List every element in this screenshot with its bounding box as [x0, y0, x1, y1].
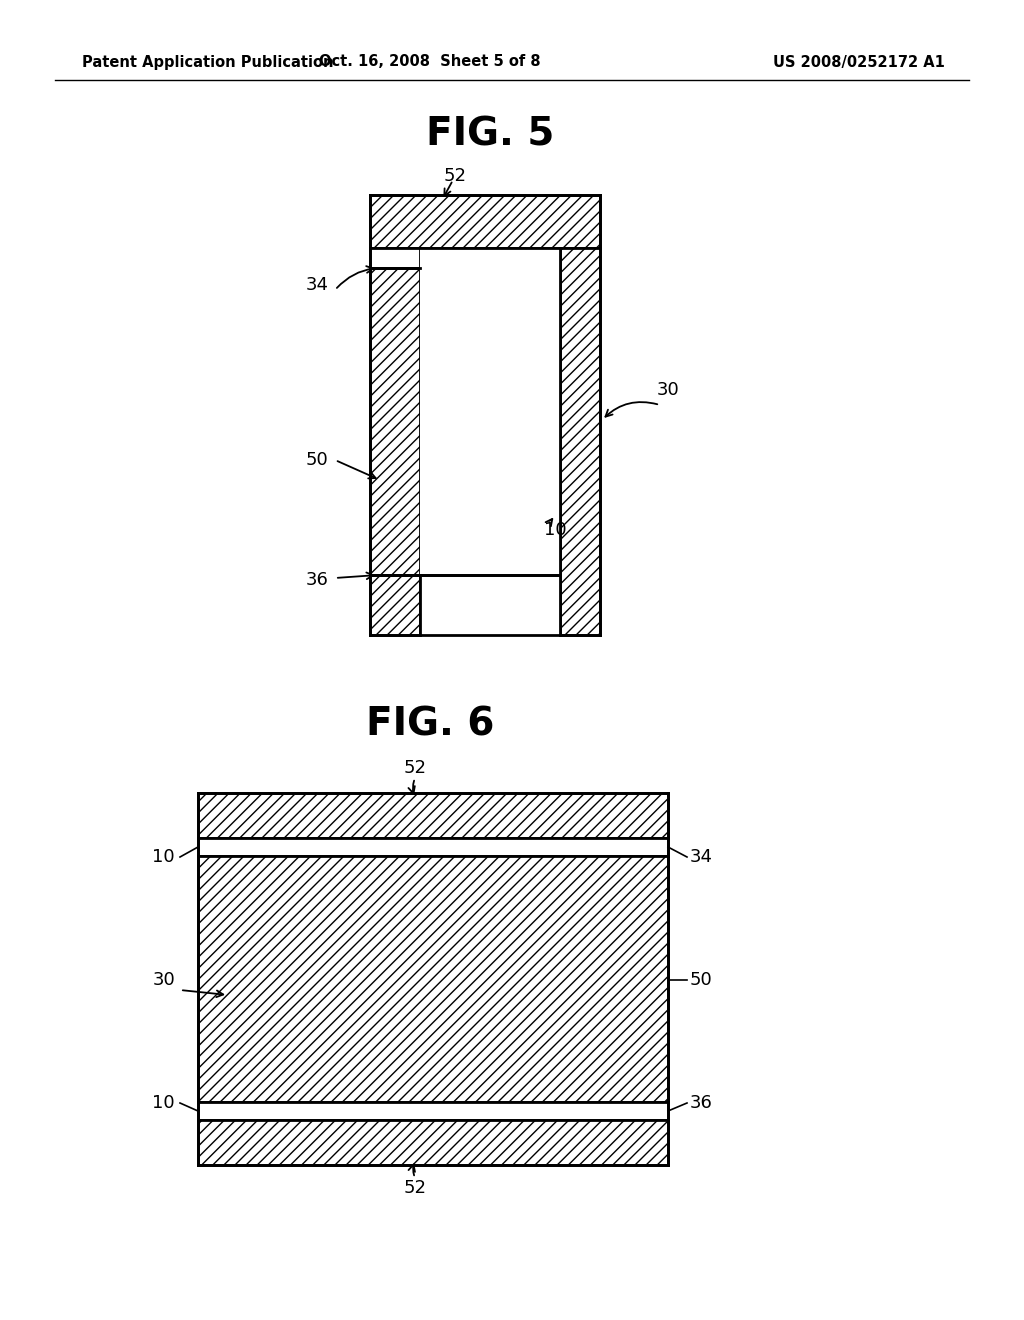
Text: 52: 52 [403, 759, 427, 777]
Polygon shape [198, 1102, 668, 1119]
Text: Patent Application Publication: Patent Application Publication [82, 54, 334, 70]
Polygon shape [420, 576, 560, 635]
Text: FIG. 5: FIG. 5 [426, 116, 554, 154]
Text: 10: 10 [153, 847, 175, 866]
Polygon shape [370, 576, 420, 635]
Polygon shape [370, 248, 420, 268]
Text: 34: 34 [690, 847, 713, 866]
Polygon shape [198, 855, 668, 1102]
Text: 36: 36 [690, 1094, 713, 1111]
Text: 36: 36 [305, 572, 329, 589]
Text: Oct. 16, 2008  Sheet 5 of 8: Oct. 16, 2008 Sheet 5 of 8 [319, 54, 541, 70]
Text: 50: 50 [305, 451, 329, 469]
Polygon shape [370, 268, 420, 576]
Polygon shape [370, 195, 600, 248]
Text: 10: 10 [153, 1094, 175, 1111]
Text: 50: 50 [690, 972, 713, 989]
Text: US 2008/0252172 A1: US 2008/0252172 A1 [773, 54, 945, 70]
Polygon shape [198, 838, 668, 855]
Polygon shape [198, 1119, 668, 1166]
Text: 34: 34 [305, 276, 329, 294]
Text: 10: 10 [544, 521, 566, 539]
Text: 52: 52 [403, 1179, 427, 1197]
Text: FIG. 6: FIG. 6 [366, 706, 495, 744]
Text: 30: 30 [153, 972, 175, 989]
Polygon shape [420, 248, 560, 576]
Polygon shape [198, 793, 668, 838]
Text: 30: 30 [656, 381, 679, 399]
Text: 52: 52 [443, 168, 467, 185]
Polygon shape [560, 248, 600, 635]
